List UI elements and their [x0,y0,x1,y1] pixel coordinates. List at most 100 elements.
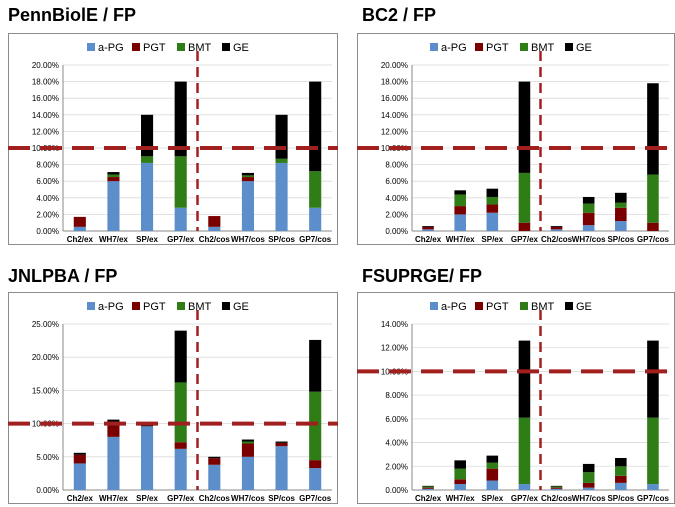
x-tick-label: Ch2/cos [199,494,231,503]
x-tick-label: GP7/ex [511,235,539,244]
bar-a-pg-ch2-cos [550,229,563,231]
bar-bmt-sp-ex [486,462,499,469]
bar-ge-ch2-cos [550,226,563,227]
bar-a-pg-wh7-cos [582,225,595,231]
bar-pgt-wh7-cos [241,177,254,182]
x-tick-label: SP/cos [607,235,634,244]
bar-ge-gp7-cos [309,81,322,172]
bar-bmt-gp7-ex [174,156,187,208]
bar-ge-sp-cos [275,114,288,159]
x-tick-label: GP7/cos [637,235,670,244]
bar-bmt-wh7-ex [454,194,466,207]
bar-a-pg-gp7-ex [174,448,187,490]
bar-pgt-wh7-ex [454,206,466,215]
x-tick-label: Ch2/ex [67,235,94,244]
bar-ge-ch2-ex [422,485,434,487]
bar-a-pg-ch2-cos [208,226,221,231]
y-tick-label: 16.00% [32,94,59,103]
legend-swatch-bmt [520,302,528,310]
x-tick-label: GP7/cos [637,494,670,503]
chart-title-bc2: BC2 / FP [362,5,437,25]
y-tick-label: 6.00% [385,415,408,424]
legend-label-bmt: BMT [188,42,212,54]
y-tick-label: 16.00% [381,94,408,103]
x-tick-label: WH7/cos [231,235,265,244]
bar-ge-ch2-ex [422,226,434,227]
y-tick-label: 4.00% [385,439,408,448]
bar-ge-wh7-cos [241,439,254,442]
legend-swatch-ge [222,302,230,310]
bar-pgt-sp-cos [615,207,627,222]
x-tick-label: GP7/ex [167,235,195,244]
bar-a-pg-wh7-cos [241,181,254,231]
bar-pgt-ch2-cos [208,458,221,465]
bar-pgt-gp7-ex [518,222,531,231]
y-tick-label: 6.00% [385,177,408,186]
bar-ge-wh7-ex [107,172,120,175]
bar-a-pg-ch2-cos [550,488,563,490]
bar-a-pg-wh7-cos [241,456,254,490]
chart-bc2: a-PGPGTBMTGE0.00%2.00%4.00%6.00%8.00%10.… [357,33,675,245]
legend-swatch-bmt [520,43,528,51]
bar-pgt-wh7-cos [582,482,595,488]
bar-pgt-ch2-ex [422,226,434,230]
legend-swatch-a-pg [87,43,95,51]
bar-a-pg-sp-ex [141,426,154,490]
x-tick-label: Ch2/cos [199,235,231,244]
x-tick-label: GP7/cos [299,494,332,503]
bar-a-pg-gp7-ex [174,207,187,231]
legend-swatch-pgt [475,43,483,51]
bar-a-pg-wh7-ex [454,484,466,490]
bar-ge-gp7-cos [647,83,659,175]
y-tick-label: 6.00% [36,177,59,186]
bar-bmt-wh7-ex [454,468,466,480]
x-tick-label: WH7/cos [572,235,606,244]
y-tick-label: 5.00% [36,453,59,462]
legend-swatch-bmt [177,43,185,51]
y-tick-label: 8.00% [36,161,59,170]
legend-swatch-ge [222,43,230,51]
y-tick-label: 0.00% [385,486,408,495]
legend-label-pgt: PGT [143,301,166,313]
x-tick-label: GP7/ex [511,494,539,503]
bar-pgt-wh7-cos [582,212,595,226]
chart-pennbiole: a-PGPGTBMTGE0.00%2.00%4.00%6.00%8.00%10.… [8,33,338,245]
x-tick-label: WH7/ex [446,494,475,503]
bar-pgt-wh7-ex [107,177,120,182]
bar-ge-sp-cos [275,441,288,443]
bar-ge-gp7-cos [647,340,659,418]
bar-bmt-sp-cos [275,158,288,163]
bar-ge-gp7-cos [309,339,322,392]
bar-pgt-ch2-cos [550,487,563,489]
bar-bmt-wh7-ex [107,174,120,178]
bar-a-pg-sp-ex [486,480,499,490]
bar-pgt-sp-cos [275,442,288,447]
chart-title-jnlpba: JNLPBA / FP [8,266,118,286]
bar-bmt-gp7-cos [647,174,659,223]
y-tick-label: 25.00% [32,320,59,329]
y-tick-label: 0.00% [36,227,59,236]
bar-bmt-gp7-cos [309,171,322,208]
legend-swatch-pgt [132,302,140,310]
bar-ge-ch2-cos [208,456,221,459]
x-tick-label: WH7/cos [572,494,606,503]
bar-bmt-sp-cos [615,466,627,476]
bar-a-pg-sp-cos [615,221,627,231]
legend-swatch-pgt [475,302,483,310]
chart-jnlpba: a-PGPGTBMTGE0.00%5.00%10.00%15.00%20.00%… [8,292,338,504]
bar-ge-gp7-ex [518,81,531,173]
legend-label-a-pg: a-PG [98,301,124,313]
bar-a-pg-ch2-ex [73,226,86,231]
y-tick-label: 2.00% [36,210,59,219]
y-tick-label: 20.00% [32,61,59,70]
bar-pgt-ch2-cos [208,216,221,227]
legend-label-pgt: PGT [143,42,166,54]
bar-bmt-gp7-ex [518,172,531,223]
legend-label-ge: GE [233,301,249,313]
bar-a-pg-ch2-ex [422,229,434,231]
bar-a-pg-sp-cos [615,482,627,490]
bar-a-pg-ch2-ex [422,488,434,490]
bar-a-pg-sp-ex [141,162,154,231]
x-tick-label: SP/ex [136,235,158,244]
y-tick-label: 14.00% [32,111,59,120]
